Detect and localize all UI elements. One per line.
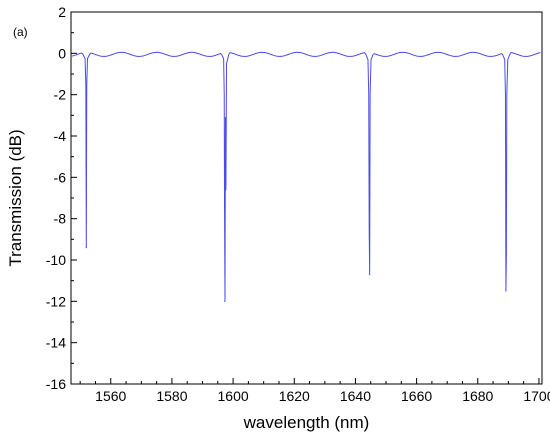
y-axis-ticks: 2 0 -2 -4 -6 -8 -10 -12 -14 -16 — [46, 4, 77, 392]
x-axis-title: wavelength (nm) — [243, 413, 370, 432]
y-tick-label: -10 — [46, 252, 66, 268]
y-tick-label: -4 — [54, 128, 67, 144]
y-tick-label: -2 — [54, 87, 67, 103]
x-tick-label: 1660 — [401, 388, 432, 404]
transmission-spectrum-line — [71, 51, 541, 302]
x-tick-label: 1600 — [218, 388, 249, 404]
panel-label: (a) — [13, 25, 28, 39]
y-tick-label: -12 — [46, 293, 66, 309]
x-tick-label: 1640 — [340, 388, 371, 404]
resonance-dip-2 — [224, 300, 226, 302]
y-tick-label: -16 — [46, 376, 66, 392]
x-tick-label: 1680 — [462, 388, 493, 404]
resonance-dip-3 — [368, 273, 371, 276]
y-tick-label: -8 — [54, 211, 67, 227]
x-tick-label: 1560 — [95, 388, 126, 404]
resonance-dip-1 — [85, 247, 87, 249]
x-axis-ticks: 1560 1580 1600 1620 1640 1660 1680 1700 — [79, 378, 550, 404]
y-axis-title: Transmission (dB) — [6, 129, 25, 266]
x-tick-label: 1700 — [523, 388, 550, 404]
x-tick-label: 1620 — [279, 388, 310, 404]
y-tick-label: -14 — [46, 335, 66, 351]
y-tick-label: 0 — [58, 45, 66, 61]
plot-frame — [70, 11, 543, 385]
y-tick-label: -6 — [54, 169, 67, 185]
x-tick-label: 1580 — [156, 388, 187, 404]
y-tick-label: 2 — [58, 4, 66, 20]
resonance-dip-4 — [505, 290, 507, 292]
series-layer — [71, 51, 541, 302]
